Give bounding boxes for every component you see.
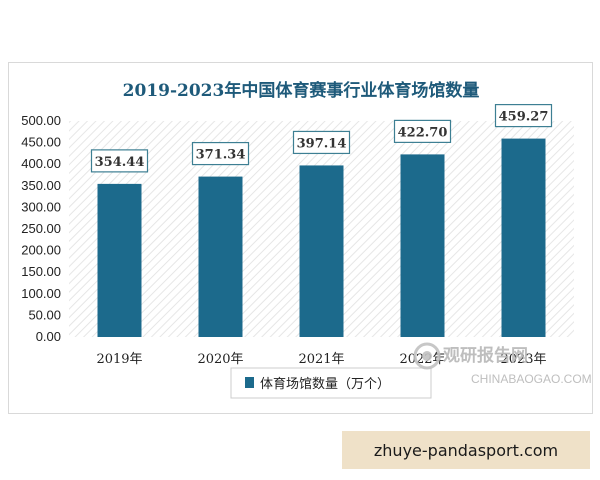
legend: 体育场馆数量（万个）: [230, 367, 432, 399]
y-tick-label: 200.00: [21, 243, 61, 258]
bar-chart: 2019-2023年中国体育赛事行业体育场馆数量 0.00 50.00 100.00…: [21, 80, 592, 399]
bars-group: [97, 138, 546, 337]
data-label-box: [494, 103, 553, 128]
site-banner: zhuye-pandasport.com: [342, 431, 590, 469]
data-label-box: [393, 119, 452, 143]
legend-swatch: [245, 377, 254, 388]
legend-label: 体育场馆数量（万个）: [260, 376, 390, 392]
y-tick-label: 0.00: [36, 329, 61, 344]
x-tick-label: 2019年: [96, 352, 142, 367]
x-axis: 2019年 2020年 2021年 2022年 2023年: [96, 352, 546, 367]
data-label: 459.27: [499, 110, 549, 125]
x-tick-label: 2020年: [197, 352, 243, 367]
data-label: 354.44: [95, 155, 145, 170]
bar: [299, 165, 344, 337]
bar: [97, 183, 142, 337]
data-label: 397.14: [297, 136, 347, 151]
y-tick-label: 250.00: [21, 221, 61, 236]
data-labels: 354.44 371.34 397.14 422.70 459.27: [90, 103, 553, 173]
y-tick-label: 300.00: [21, 199, 61, 214]
y-tick-label: 450.00: [21, 135, 61, 150]
y-tick-label: 350.00: [21, 178, 61, 193]
y-tick-label: 100.00: [21, 286, 61, 301]
bar: [501, 138, 546, 337]
y-tick-label: 50.00: [28, 307, 61, 322]
x-tick-label: 2021年: [298, 352, 344, 367]
data-label-box: [90, 149, 149, 173]
chart-card: 2019-2023年中国体育赛事行业体育场馆数量 0.00 50.00 100.00…: [8, 62, 593, 414]
site-banner-text: zhuye-pandasport.com: [373, 440, 559, 460]
y-tick-label: 500.00: [21, 113, 61, 128]
x-tick-label: 2023年: [500, 352, 546, 367]
data-label-box: [292, 130, 351, 155]
data-label-box: [191, 141, 250, 166]
watermark: 观研报告网 CHINABAOGAO.COM: [413, 342, 592, 386]
x-tick-label: 2022年: [399, 352, 445, 367]
data-label: 422.70: [398, 125, 448, 140]
y-axis: 0.00 50.00 100.00 150.00 200.00 250.00 300.00 3…: [21, 113, 61, 344]
bar: [400, 154, 445, 337]
watermark-domain: CHINABAOGAO.COM: [471, 372, 592, 386]
chart-title: 2019-2023年中国体育赛事行业体育场馆数量: [123, 80, 480, 101]
bar: [198, 176, 243, 337]
data-label: 371.34: [196, 148, 246, 163]
y-tick-label: 150.00: [21, 264, 61, 279]
y-tick-label: 400.00: [21, 156, 61, 171]
watermark-logo-icon: [413, 342, 441, 370]
watermark-name: 观研报告网: [442, 345, 528, 366]
